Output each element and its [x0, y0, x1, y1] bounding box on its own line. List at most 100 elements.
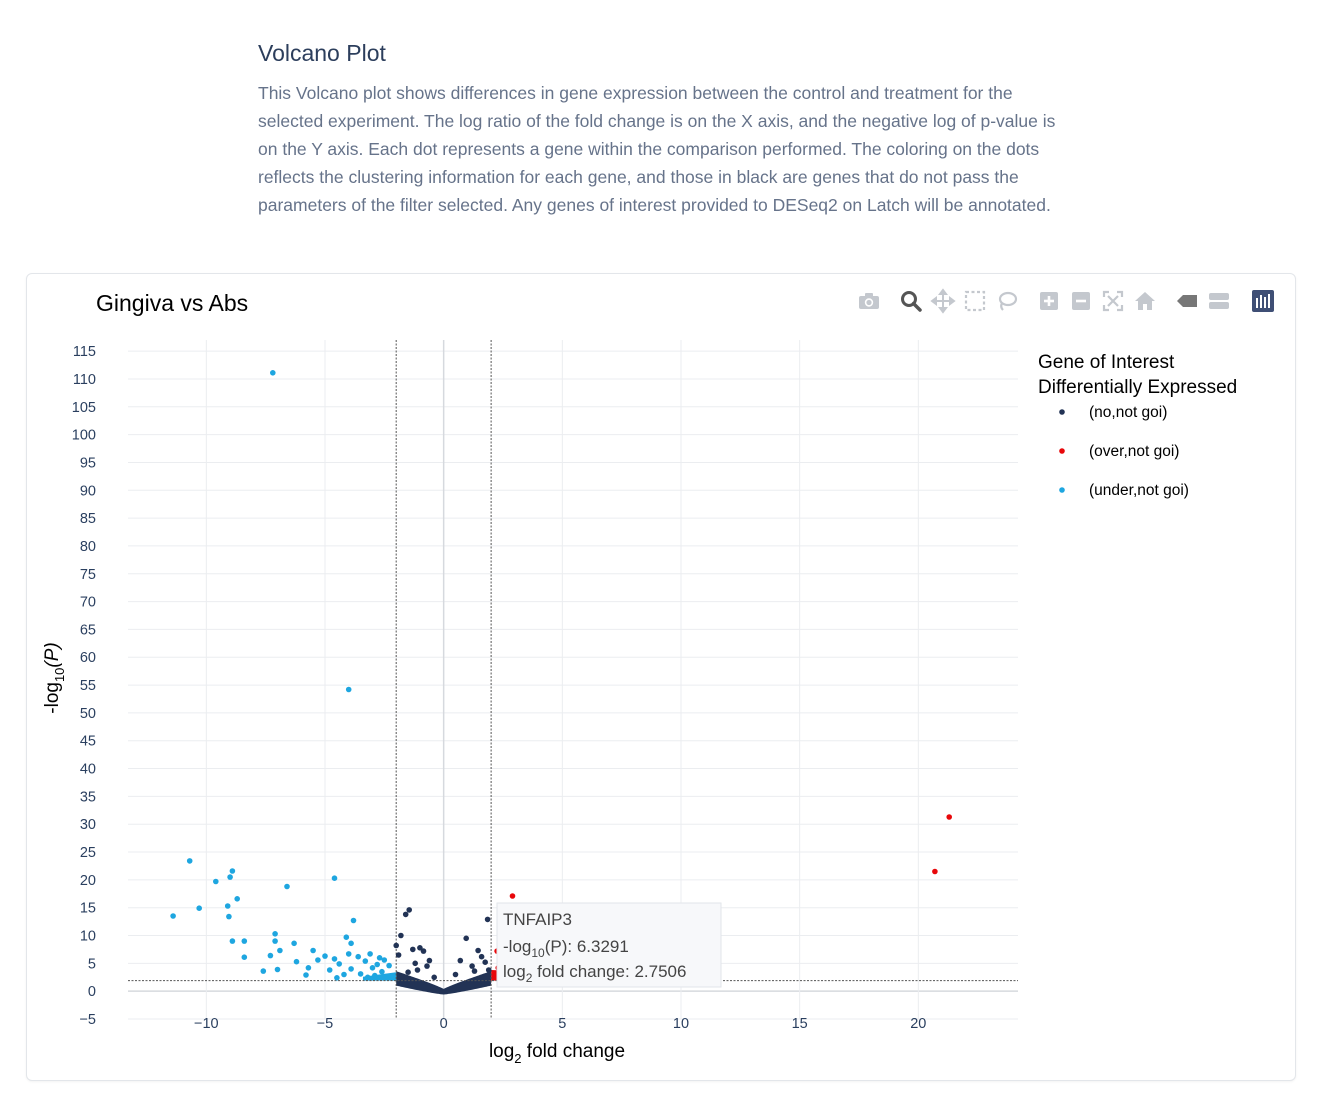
data-point — [417, 945, 423, 951]
plot-modebar — [856, 288, 1276, 316]
data-point — [348, 966, 354, 972]
reset-axes-icon[interactable] — [1132, 288, 1158, 314]
data-point — [463, 935, 470, 942]
data-point — [946, 814, 952, 820]
data-point — [405, 969, 411, 975]
data-point — [485, 967, 492, 973]
x-tick-label: 5 — [558, 1016, 566, 1032]
zoom-icon[interactable] — [898, 288, 924, 314]
data-point — [469, 963, 475, 969]
tooltip-box — [496, 902, 722, 988]
data-point — [424, 963, 430, 969]
section-title: Volcano Plot — [258, 40, 386, 66]
legend-item[interactable]: (over,not goi) — [1089, 443, 1179, 460]
spike-lines-icon[interactable] — [1174, 288, 1200, 314]
x-axis-ticks: −10 −5 0 5 10 15 20 — [194, 1016, 926, 1032]
data-point — [213, 878, 219, 885]
data-point — [303, 972, 309, 978]
data-point — [267, 952, 274, 959]
x-tick-label: −5 — [317, 1016, 334, 1032]
data-point — [186, 858, 193, 864]
legend-item[interactable]: (no,not goi) — [1089, 404, 1167, 421]
lasso-select-icon[interactable] — [994, 288, 1020, 314]
data-point — [471, 968, 478, 974]
data-point — [277, 947, 283, 954]
data-point — [272, 931, 278, 937]
data-point — [402, 911, 409, 918]
under-cloud — [362, 972, 397, 981]
data-point — [196, 905, 202, 911]
no-goi-cloud — [396, 971, 492, 995]
data-point — [272, 938, 278, 944]
data-point — [420, 948, 427, 954]
y-tick-label: 25 — [80, 845, 96, 861]
data-point — [509, 893, 516, 899]
autoscale-icon[interactable] — [1100, 288, 1126, 314]
data-point — [226, 913, 232, 920]
data-point — [484, 916, 491, 923]
data-point — [291, 940, 297, 947]
x-axis-title: log2 fold change — [489, 1041, 625, 1066]
y-tick-label: 110 — [73, 372, 96, 388]
tooltip-gene: TNFAIP3 — [503, 910, 572, 929]
data-point — [367, 951, 373, 957]
data-point — [362, 958, 369, 964]
camera-icon[interactable] — [856, 288, 882, 314]
data-point — [475, 947, 481, 954]
pan-icon[interactable] — [930, 288, 956, 314]
y-tick-label: 75 — [80, 567, 96, 583]
legend-marker — [1059, 487, 1065, 493]
data-point — [431, 974, 438, 981]
data-point — [364, 974, 371, 981]
compare-hover-icon[interactable] — [1206, 288, 1232, 314]
legend-title-line2: Differentially Expressed — [1038, 377, 1237, 398]
data-point — [932, 868, 938, 875]
tooltip-foldchange: log2 fold change: 2.7506 — [503, 962, 686, 985]
data-point — [452, 971, 459, 978]
data-point — [241, 938, 248, 944]
data-point — [224, 903, 231, 909]
intro-section: Volcano Plot This Volcano plot shows dif… — [258, 40, 1058, 219]
legend-marker — [1059, 409, 1065, 415]
y-tick-label: 60 — [80, 650, 96, 666]
y-tick-label: 100 — [72, 428, 96, 444]
data-point — [229, 938, 236, 944]
y-tick-label: 90 — [80, 483, 96, 499]
data-point — [426, 957, 433, 964]
data-point — [457, 957, 464, 964]
y-tick-label: 15 — [80, 901, 96, 917]
data-point — [305, 965, 312, 971]
data-point — [229, 868, 236, 874]
y-tick-label: 20 — [80, 873, 96, 889]
y-tick-label: 35 — [80, 789, 96, 805]
data-point — [270, 370, 276, 376]
data-point — [406, 907, 413, 913]
y-tick-label: −5 — [79, 1012, 96, 1028]
plotly-logo-icon[interactable] — [1250, 288, 1276, 314]
data-point — [284, 883, 290, 890]
y-tick-label: 70 — [80, 595, 96, 611]
zoom-in-icon[interactable] — [1036, 288, 1062, 314]
y-tick-label: 80 — [80, 539, 96, 555]
data-point — [372, 972, 378, 979]
data-point — [388, 973, 395, 979]
data-point — [345, 686, 352, 693]
x-tick-label: 20 — [910, 1016, 926, 1032]
zoom-out-icon[interactable] — [1068, 288, 1094, 314]
data-point — [379, 968, 385, 975]
x-tick-label: 15 — [792, 1016, 808, 1032]
box-select-icon[interactable] — [962, 288, 988, 314]
data-point — [241, 954, 248, 960]
legend-title-line1: Gene of Interest — [1038, 352, 1175, 373]
legend-item[interactable]: (under,not goi) — [1089, 482, 1189, 499]
data-point — [326, 967, 333, 973]
y-tick-label: 105 — [72, 400, 96, 416]
legend-marker — [1059, 448, 1065, 454]
y-tick-label: 50 — [80, 706, 96, 722]
data-point — [393, 942, 400, 949]
y-tick-label: 115 — [73, 344, 96, 360]
data-point — [478, 953, 485, 960]
data-point — [376, 955, 383, 961]
data-point — [315, 957, 321, 963]
